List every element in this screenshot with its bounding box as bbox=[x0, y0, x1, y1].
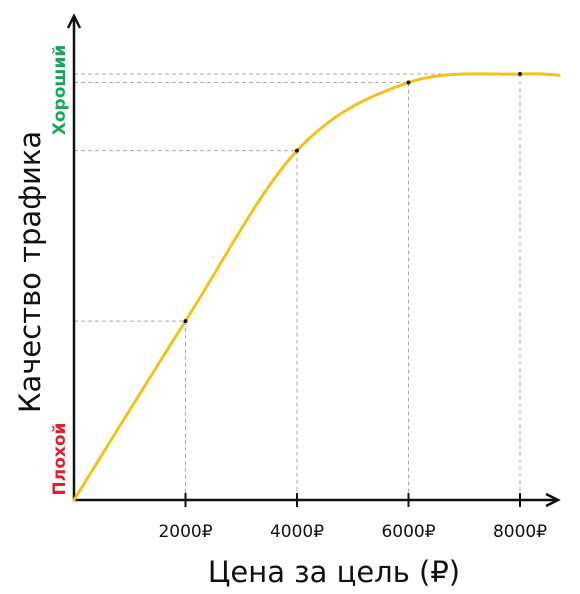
x-tick-label: 2000₽ bbox=[158, 522, 212, 542]
axes bbox=[66, 13, 561, 508]
data-point bbox=[295, 148, 299, 153]
series-line bbox=[72, 72, 561, 502]
x-tick-label: 4000₽ bbox=[270, 522, 324, 542]
y-top-label: Хороший bbox=[50, 45, 70, 136]
x-ticks: 2000₽ 4000₽ 6000₽ 8000₽ bbox=[158, 493, 547, 542]
x-axis-arrow bbox=[545, 492, 561, 508]
highlighted-points bbox=[183, 72, 522, 324]
guide-lines bbox=[74, 73, 558, 500]
y-axis-label: Качество трафика bbox=[13, 131, 47, 413]
y-axis-arrow bbox=[66, 13, 82, 29]
data-point bbox=[406, 80, 411, 85]
data-point bbox=[183, 319, 188, 324]
x-tick-label: 6000₽ bbox=[381, 522, 435, 542]
data-point bbox=[518, 72, 522, 76]
y-bottom-label: Плохой bbox=[50, 423, 70, 496]
x-axis-label: Цена за цель (₽) bbox=[208, 555, 460, 589]
x-tick-label: 8000₽ bbox=[493, 522, 547, 542]
